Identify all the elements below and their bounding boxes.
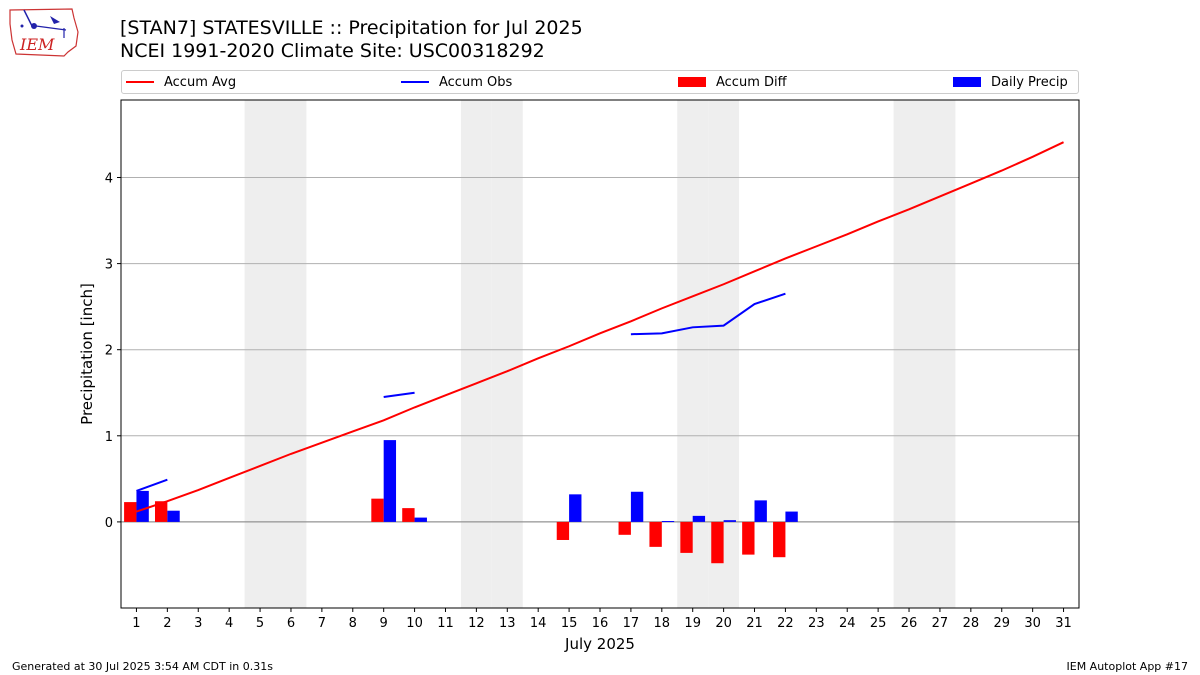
x-tick-label-21: 21 (746, 616, 763, 631)
x-tick-label-26: 26 (901, 616, 918, 631)
iem-logo: IEM (9, 8, 79, 57)
x-tick-label-30: 30 (1024, 616, 1041, 631)
legend-item-daily-precip: Daily Precip (953, 71, 1068, 93)
x-tick-label-31: 31 (1055, 616, 1072, 631)
accum-diff-bar-10 (402, 508, 415, 522)
x-tick-label-6: 6 (287, 616, 295, 631)
x-tick-label-2: 2 (163, 616, 171, 631)
legend-label-daily-precip: Daily Precip (991, 74, 1068, 90)
x-tick-label-1: 1 (132, 616, 140, 631)
legend-item-accum-obs: Accum Obs (401, 71, 512, 93)
y-tick-label-0: 0 (105, 516, 113, 531)
x-tick-label-10: 10 (406, 616, 423, 631)
y-axis-label: Precipitation [inch] (78, 283, 96, 425)
x-tick-label-9: 9 (380, 616, 388, 631)
x-tick-label-11: 11 (437, 616, 454, 631)
legend-label-accum-avg: Accum Avg (164, 74, 237, 90)
daily-precip-bar-17 (630, 491, 644, 522)
daily-precip-bar-2 (167, 510, 180, 522)
accum-obs-line-0 (136, 478, 168, 492)
weekend-bands (244, 100, 956, 608)
legend-swatch-accum-diff (678, 77, 706, 87)
x-tick-label-19: 19 (684, 616, 701, 631)
legend-label-accum-obs: Accum Obs (439, 74, 513, 90)
accum-diff-bar-22 (773, 521, 786, 558)
x-tick-label-5: 5 (256, 616, 264, 631)
legend: Accum Avg Accum Obs Accum Diff Daily Pre… (121, 70, 1079, 94)
daily-precip-bar-19 (692, 515, 706, 522)
accum-obs-line-1 (383, 391, 415, 399)
x-tick-label-23: 23 (808, 616, 825, 631)
x-tick-label-13: 13 (499, 616, 516, 631)
y-tick-label-2: 2 (105, 344, 113, 359)
x-tick-label-20: 20 (715, 616, 732, 631)
legend-item-accum-avg: Accum Avg (126, 71, 236, 93)
logo-text: IEM (19, 35, 55, 54)
accum-diff-bar-20 (711, 521, 724, 564)
daily-precip-bar-9 (383, 440, 397, 522)
legend-swatch-accum-avg (126, 81, 154, 83)
weekend-band-5 (244, 100, 276, 608)
x-axis-label: July 2025 (564, 635, 635, 653)
daily-precip-bar-18 (661, 521, 675, 523)
x-ticks: 1 2 3 4 5 6 7 8 9 10 11 12 13 14 15 16 17 18 19 20 21 22 23 24 2… (132, 608, 1072, 631)
x-tick-label-27: 27 (932, 616, 949, 631)
accum-avg-line-0 (136, 141, 1064, 513)
accum-diff-bar-21 (742, 521, 755, 555)
weekend-band-6 (275, 100, 307, 608)
x-tick-label-3: 3 (194, 616, 202, 631)
chart-title: [STAN7] STATESVILLE :: Precipitation for… (120, 17, 583, 39)
legend-swatch-daily-precip (953, 77, 981, 87)
x-tick-label-8: 8 (349, 616, 357, 631)
accum-obs-line-2 (630, 292, 786, 336)
accum-diff-bar-19 (680, 521, 693, 553)
accum-diff-bar-18 (649, 521, 662, 547)
series-lines (136, 141, 1064, 513)
y-tick-label-1: 1 (105, 430, 113, 445)
x-tick-label-12: 12 (468, 616, 485, 631)
weekend-band-26 (893, 100, 925, 608)
x-tick-label-16: 16 (592, 616, 609, 631)
x-tick-label-17: 17 (623, 616, 640, 631)
y-tick-label-4: 4 (105, 171, 113, 186)
y-tick-label-3: 3 (105, 258, 113, 273)
accum-diff-bar-1 (124, 502, 137, 522)
accum-diff-bar-2 (154, 501, 168, 522)
accum-diff-bar-9 (371, 498, 384, 522)
accum-diff-bar-15 (556, 521, 570, 540)
x-tick-label-18: 18 (654, 616, 671, 631)
x-tick-label-15: 15 (561, 616, 578, 631)
x-tick-label-29: 29 (993, 616, 1010, 631)
x-tick-label-14: 14 (530, 616, 547, 631)
daily-precip-bar-22 (785, 511, 798, 522)
daily-precip-bar-21 (754, 500, 767, 522)
weekend-band-12 (460, 100, 492, 608)
x-tick-label-4: 4 (225, 616, 233, 631)
weekend-band-13 (491, 100, 523, 608)
bars (124, 440, 798, 564)
generated-timestamp: Generated at 30 Jul 2025 3:54 AM CDT in … (12, 660, 273, 673)
legend-swatch-accum-obs (401, 81, 429, 83)
daily-precip-bar-10 (414, 517, 427, 522)
chart-subtitle: NCEI 1991-2020 Climate Site: USC00318292 (120, 40, 545, 62)
grid-lines (121, 176, 1079, 523)
x-tick-label-28: 28 (963, 616, 980, 631)
daily-precip-bar-1 (136, 490, 149, 522)
x-tick-label-25: 25 (870, 616, 887, 631)
daily-precip-bar-20 (723, 520, 736, 522)
legend-label-accum-diff: Accum Diff (716, 74, 787, 90)
x-tick-label-24: 24 (839, 616, 856, 631)
daily-precip-bar-15 (569, 494, 582, 522)
weekend-band-27 (924, 100, 956, 608)
x-tick-label-7: 7 (318, 616, 326, 631)
app-label: IEM Autoplot App #17 (1066, 660, 1189, 673)
y-ticks: 0 1 2 3 4 (105, 171, 121, 531)
x-tick-label-22: 22 (777, 616, 794, 631)
accum-diff-bar-17 (618, 521, 631, 535)
legend-item-accum-diff: Accum Diff (678, 71, 787, 93)
